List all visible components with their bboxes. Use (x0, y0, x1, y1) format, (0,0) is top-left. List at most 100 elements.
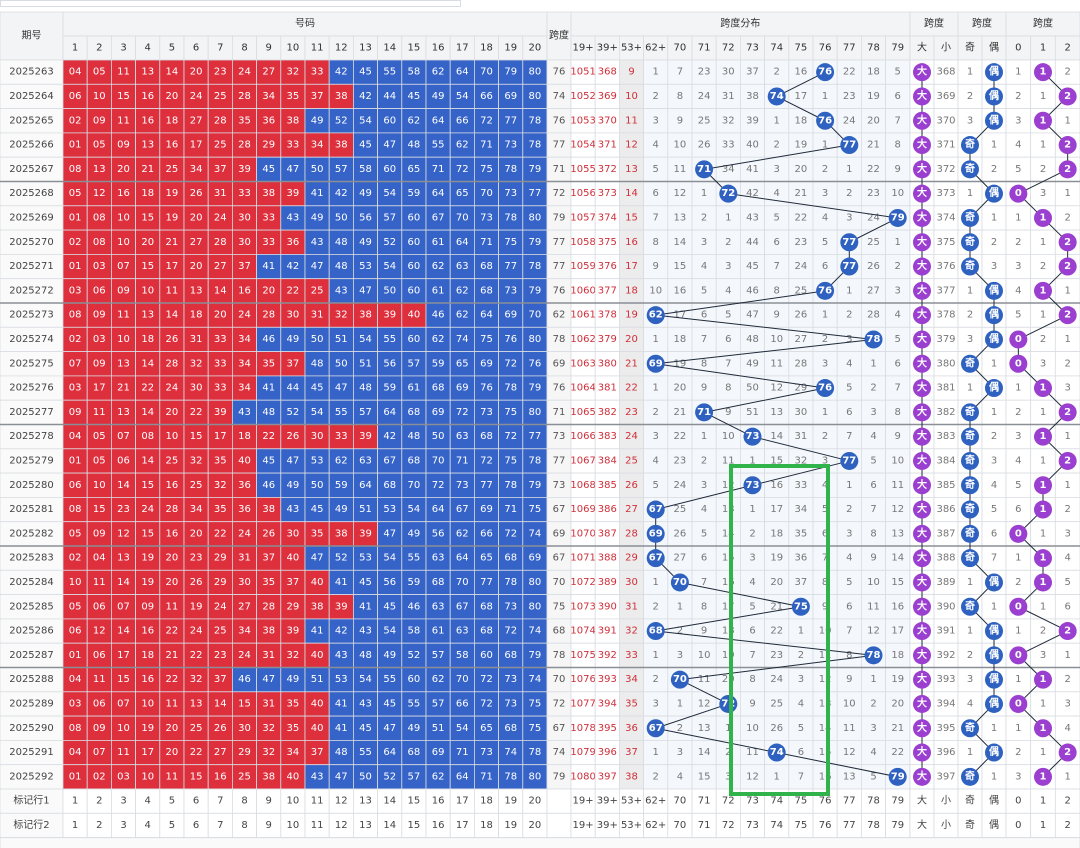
size-circle (913, 719, 931, 738)
sequence: 379 (598, 334, 617, 345)
mod-circle (1058, 306, 1077, 325)
mod-omission-cell (1054, 764, 1080, 790)
dist-omission: 1 (749, 504, 755, 515)
blue-number: 42 (383, 431, 396, 442)
dist-omission-cell (715, 108, 741, 134)
dist-omission-cell (764, 496, 790, 523)
red-number: 37 (287, 577, 300, 588)
dist-omission-cell (667, 326, 693, 352)
marker-label-cell (0, 812, 64, 838)
blue-number-cell (256, 375, 282, 401)
blue-number-cell (498, 472, 524, 498)
mod-circle-label: 1 (1040, 212, 1047, 223)
size-omission: 368 (936, 67, 955, 78)
blue-number-cell (280, 375, 306, 401)
mod-circle-label: 0 (1015, 698, 1022, 709)
period-cell (0, 521, 64, 547)
marker-number-cell (328, 812, 354, 838)
blue-number: 73 (504, 188, 517, 199)
blue-number-cell (304, 205, 330, 231)
sequence: 1078 (570, 723, 595, 734)
parity-omission: 1 (967, 577, 973, 588)
mod-omission: 3 (1015, 115, 1021, 126)
red-number-cell (256, 496, 282, 523)
mod-omission: 1 (1040, 601, 1046, 612)
red-number: 35 (214, 504, 227, 515)
size-omission: 396 (936, 747, 955, 758)
dist-circle (840, 257, 859, 276)
dist-omission-cell (764, 59, 790, 85)
size-omission: 386 (936, 504, 955, 515)
period-cell (0, 424, 64, 450)
sequence: 1072 (570, 577, 595, 588)
red-number: 23 (117, 504, 130, 515)
dist-omission-cell (788, 205, 814, 231)
blue-number-cell (498, 667, 524, 693)
dist-omission: 5 (895, 334, 901, 345)
dist-omission-cell (643, 278, 669, 304)
sequence: 378 (598, 310, 617, 321)
parity-omission: 1 (967, 626, 973, 637)
size-omission: 389 (936, 577, 955, 588)
parity-circle (961, 719, 979, 738)
mod-omission: 1 (1040, 747, 1046, 758)
dist-omission: 1 (822, 91, 828, 102)
blue-number-cell (425, 59, 451, 85)
header-dist-col-cell (836, 35, 862, 61)
dist-omission: 17 (674, 310, 687, 321)
marker-number-cell (159, 812, 185, 838)
blue-number: 71 (432, 164, 445, 175)
span: 67 (553, 553, 566, 564)
blue-number: 48 (359, 383, 372, 394)
marker-number-cell (328, 788, 354, 814)
sequence: 1074 (570, 626, 595, 637)
blue-number: 56 (383, 577, 396, 588)
mod-omission: 2 (1040, 626, 1046, 637)
marker-number-cell (183, 788, 209, 814)
blue-number: 68 (480, 285, 493, 296)
dist-link (655, 338, 874, 365)
blue-number-cell (498, 205, 524, 231)
blue-number: 72 (504, 528, 517, 539)
period: 2025282 (9, 528, 54, 539)
mod-omission-cell (1054, 667, 1080, 693)
sequence-cell (570, 375, 596, 401)
parity-circle-label: 奇 (965, 235, 975, 248)
sequence: 1079 (570, 747, 595, 758)
blue-number: 52 (408, 650, 421, 661)
sequence: 1055 (570, 164, 595, 175)
red-number: 19 (141, 553, 154, 564)
blue-number: 54 (408, 504, 421, 515)
dist-omission: 23 (674, 455, 687, 466)
dist-circle (646, 500, 665, 519)
blue-number: 50 (432, 431, 445, 442)
dist-omission-cell (885, 472, 911, 498)
red-number: 14 (117, 577, 130, 588)
marker-size: 大 (917, 818, 927, 831)
marker-dist-cell (885, 788, 911, 814)
span: 70 (553, 674, 566, 685)
dist-omission: 4 (798, 698, 804, 709)
mod-omission: 4 (1015, 455, 1021, 466)
cut-row (0, 837, 1080, 848)
blue-number: 78 (504, 383, 517, 394)
blue-number-cell (425, 108, 451, 134)
blue-number: 52 (287, 407, 300, 418)
header-dist: 跨度分布 (720, 17, 760, 30)
dist-omission-cell (812, 496, 838, 523)
dist-omission: 18 (770, 528, 783, 539)
dist-omission: 2 (677, 723, 683, 734)
red-number-cell (207, 424, 233, 450)
dist-omission: 7 (798, 771, 804, 782)
dist-omission: 1 (653, 577, 659, 588)
red-number: 40 (311, 698, 324, 709)
blue-number-cell (498, 83, 524, 110)
mod-omission: 1 (1040, 310, 1046, 321)
red-number: 28 (262, 310, 275, 321)
dist-omission: 7 (774, 261, 780, 272)
red-number-cell (135, 156, 161, 182)
red-number: 36 (238, 504, 251, 515)
blue-number: 80 (529, 771, 542, 782)
red-number: 25 (238, 771, 251, 782)
blue-number: 49 (383, 650, 396, 661)
